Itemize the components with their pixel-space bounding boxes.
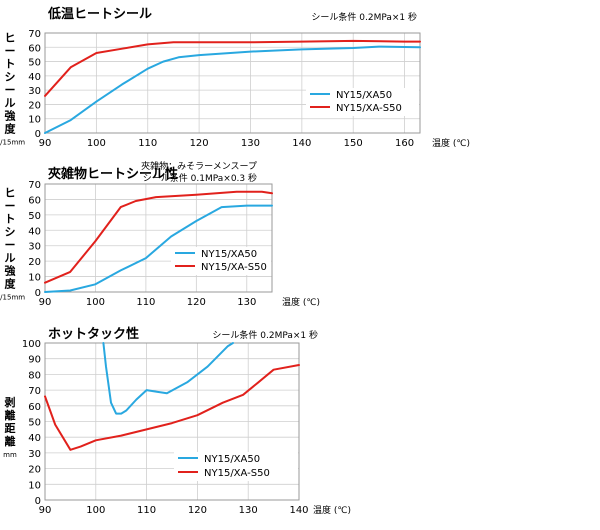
chart1-y-axis-label-char: ー	[5, 84, 16, 97]
chart1-x-tick-label: 150	[344, 138, 363, 149]
chart2-x-axis-label: 温度 (℃)	[282, 296, 320, 308]
chart1-y-tick-label: 10	[28, 115, 41, 126]
chart3-y-axis-label-char: 離	[5, 408, 16, 422]
chart2-y-axis-label-char: シ	[5, 226, 16, 239]
chart3-y-tick-label: 20	[28, 465, 41, 476]
chart3-x-tick-label: 100	[86, 505, 105, 516]
chart3-series-2-line	[44, 364, 300, 451]
chart2-title: 夾雑物ヒートシール性	[48, 166, 178, 182]
chart1-y-tick-label: 40	[28, 72, 41, 83]
chart3-y-tick-label: 80	[28, 370, 41, 381]
chart3-x-tick-label: 90	[39, 505, 52, 516]
chart3-y-axis-label-char: 距	[5, 422, 16, 435]
chart2-series-1-line	[44, 204, 273, 293]
chart2-x-tick-label: 100	[86, 297, 105, 308]
chart1-y-axis-label-char: ー	[5, 45, 16, 58]
chart3-y-tick-label: 0	[35, 496, 41, 507]
chart3-x-axis-label: 温度 (℃)	[313, 504, 351, 516]
chart2-y-tick-label: 70	[28, 180, 41, 191]
chart1-plot-frame	[44, 32, 421, 134]
chart1-condition: シール条件 0.2MPa×1 秒	[311, 11, 417, 23]
chart2-y-axis-label-char: ー	[5, 239, 16, 252]
chart2-y-axis-label-char: ヒ	[5, 187, 16, 200]
chart1-y-axis-label-char: ル	[5, 97, 16, 110]
chart2-y-axis-unit: N/15mm	[0, 294, 25, 302]
chart2-y-tick-label: 40	[28, 226, 41, 237]
chart3-y-axis-label-char: 剥	[5, 395, 16, 409]
chart3-condition: シール条件 0.2MPa×1 秒	[212, 329, 318, 341]
chart3-x-tick-label: 130	[239, 505, 258, 516]
chart2-legend-label-1: NY15/XA50	[201, 249, 257, 260]
chart2-y-axis-label-char: ト	[5, 213, 16, 226]
chart2-y-axis-label-char: ル	[5, 252, 16, 265]
chart2-y-axis-label-char: 度	[5, 277, 17, 291]
chart1-y-axis-label-char: 度	[5, 122, 17, 136]
chart1-x-axis-label: 温度 (℃)	[432, 137, 470, 149]
chart2-condition-2: シール条件 0.1MPa×0.3 秒	[143, 172, 257, 184]
chart3-y-tick-label: 10	[28, 480, 41, 491]
chart1-x-tick-label: 90	[39, 138, 52, 149]
chart1-y-axis-label-char: 強	[5, 109, 16, 123]
chart3-y-tick-label: 50	[28, 418, 41, 429]
chart3-y-tick-label: 100	[22, 339, 41, 350]
chart3-y-axis-unit: mm	[3, 451, 17, 459]
chart2-x-tick-label: 130	[237, 297, 256, 308]
chart3-x-tick-label: 120	[188, 505, 207, 516]
chart2-y-tick-label: 30	[28, 242, 41, 253]
chart3-series-1-line	[102, 342, 234, 415]
chart2-legend-label-2: NY15/XA-S50	[201, 262, 267, 273]
chart3-y-tick-label: 70	[28, 386, 41, 397]
chart2-legend-box	[171, 247, 271, 275]
chart1-y-tick-label: 0	[35, 129, 41, 140]
chart3-y-tick-label: 60	[28, 402, 41, 413]
chart1-y-axis-unit: N/15mm	[0, 139, 25, 147]
chart3-y-axis-label-char: 離	[5, 434, 16, 448]
chart3-y-tick-label: 40	[28, 433, 41, 444]
chart3-title: ホットタック性	[48, 326, 139, 342]
chart1-y-axis-label-char: シ	[5, 71, 16, 84]
chart2-y-tick-label: 0	[35, 288, 41, 299]
chart2-plot-frame	[44, 183, 273, 293]
chart3-legend-box	[174, 452, 298, 481]
chart2-condition: 夾雑物：みそラーメンスープ	[141, 160, 257, 172]
chart1-y-axis-label-char: ヒ	[5, 32, 16, 45]
chart2-y-tick-label: 20	[28, 257, 41, 268]
chart3-plot-frame	[44, 342, 300, 501]
chart1-y-tick-label: 50	[28, 58, 41, 69]
chart1-x-tick-label: 140	[292, 138, 311, 149]
chart3-y-tick-label: 90	[28, 355, 41, 366]
chart2-y-tick-label: 50	[28, 211, 41, 222]
chart1-y-tick-label: 70	[28, 29, 41, 40]
chart1-legend-box	[306, 88, 419, 116]
chart1-x-tick-label: 160	[395, 138, 414, 149]
chart3-y-tick-label: 30	[28, 449, 41, 460]
chart1-y-tick-label: 30	[28, 86, 41, 97]
chart2-series-2-line	[44, 190, 273, 284]
chart1-y-tick-label: 60	[28, 43, 41, 54]
chart2-y-tick-label: 60	[28, 195, 41, 206]
chart1-series-2-line	[44, 39, 421, 97]
chart2-x-tick-label: 110	[136, 297, 155, 308]
chart2-y-axis-label-char: ー	[5, 200, 16, 213]
chart3-legend-label-2: NY15/XA-S50	[204, 468, 270, 479]
chart1-legend-label-1: NY15/XA50	[336, 90, 392, 101]
chart2-y-axis-label-char: 強	[5, 264, 16, 278]
chart1-x-tick-label: 120	[190, 138, 209, 149]
chart3-x-tick-label: 110	[137, 505, 156, 516]
chart1-y-axis-label-char: ト	[5, 58, 16, 71]
chart1-x-tick-label: 100	[87, 138, 106, 149]
chart1-y-tick-label: 20	[28, 100, 41, 111]
chart1-series-1-line	[44, 45, 421, 134]
chart1-legend-label-2: NY15/XA-S50	[336, 103, 402, 114]
chart1-x-tick-label: 130	[241, 138, 260, 149]
chart2-x-tick-label: 120	[187, 297, 206, 308]
chart1-x-tick-label: 110	[138, 138, 157, 149]
chart3-legend-label-1: NY15/XA50	[204, 454, 260, 465]
chart1-title: 低温ヒートシール	[47, 6, 152, 22]
chart2-y-tick-label: 10	[28, 273, 41, 284]
chart3-x-tick-label: 140	[289, 505, 308, 516]
chart2-x-tick-label: 90	[39, 297, 52, 308]
